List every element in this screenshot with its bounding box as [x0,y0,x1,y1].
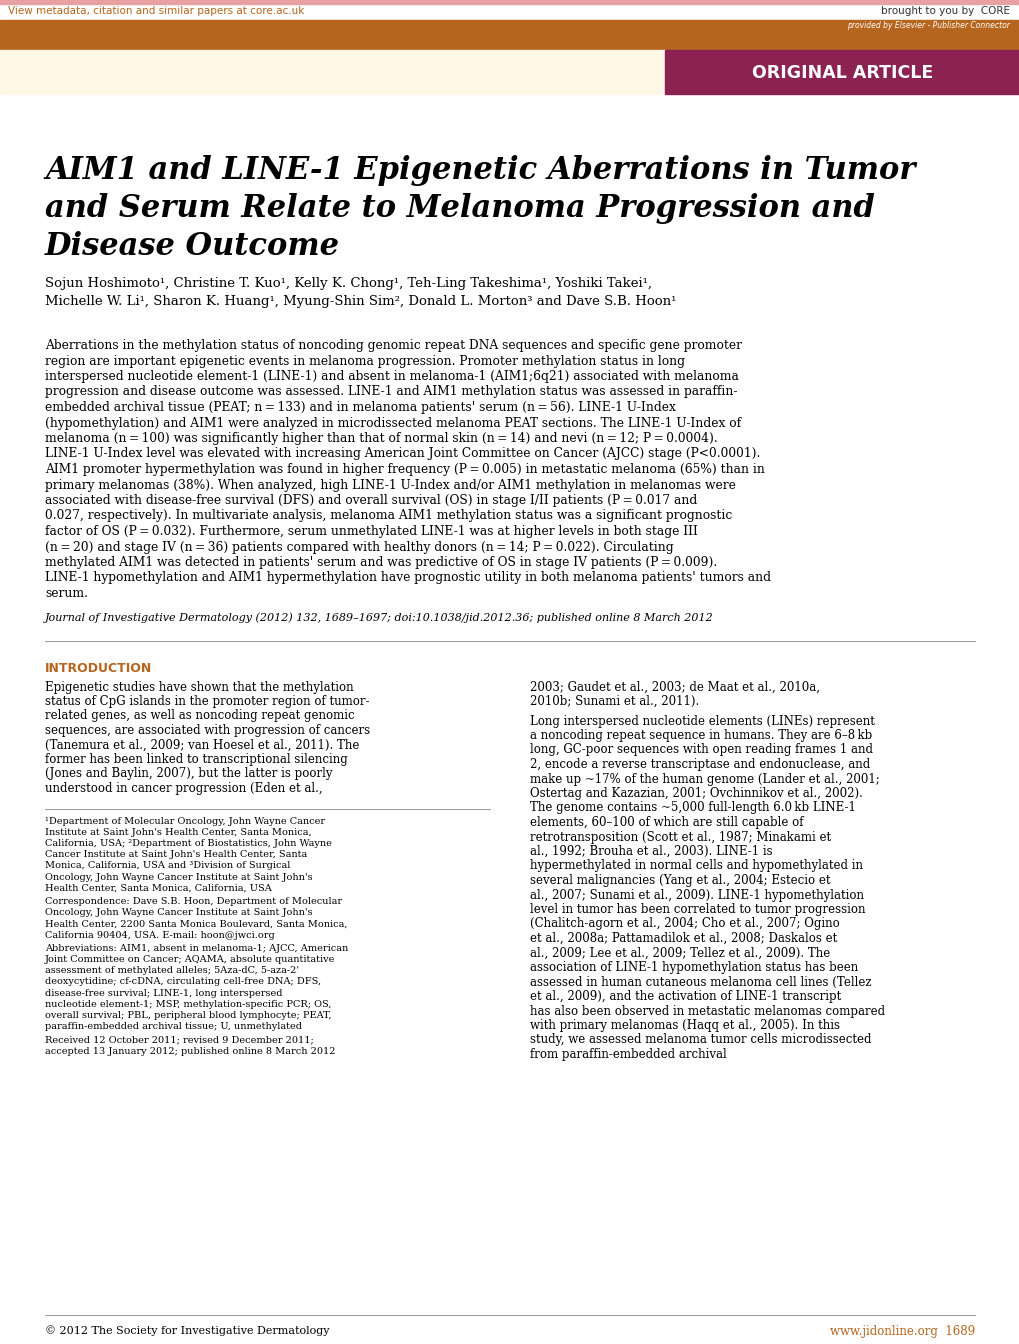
Text: Epigenetic studies have shown that the methylation: Epigenetic studies have shown that the m… [45,680,354,694]
Text: (n = 20) and stage IV (n = 36) patients compared with healthy donors (n = 14; P : (n = 20) and stage IV (n = 36) patients … [45,540,673,554]
Text: accepted 13 January 2012; published online 8 March 2012: accepted 13 January 2012; published onli… [45,1047,335,1055]
Text: Michelle W. Li¹, Sharon K. Huang¹, Myung-Shin Sim², Donald L. Morton³ and Dave S: Michelle W. Li¹, Sharon K. Huang¹, Myung… [45,294,676,308]
Text: provided by Elsevier - Publisher Connector: provided by Elsevier - Publisher Connect… [847,20,1009,30]
Text: © 2012 The Society for Investigative Dermatology: © 2012 The Society for Investigative Der… [45,1325,329,1336]
Text: serum.: serum. [45,587,88,599]
Text: make up ~17% of the human genome (Lander et al., 2001;: make up ~17% of the human genome (Lander… [530,773,878,785]
Text: Ostertag and Kazazian, 2001; Ovchinnikov et al., 2002).: Ostertag and Kazazian, 2001; Ovchinnikov… [530,788,862,800]
Text: assessment of methylated alleles; 5Aza-dC, 5-aza-2': assessment of methylated alleles; 5Aza-d… [45,966,299,976]
Text: and Serum Relate to Melanoma Progression and: and Serum Relate to Melanoma Progression… [45,194,874,224]
Text: long, GC-poor sequences with open reading frames 1 and: long, GC-poor sequences with open readin… [530,743,872,757]
Text: Health Center, 2200 Santa Monica Boulevard, Santa Monica,: Health Center, 2200 Santa Monica Bouleva… [45,919,347,929]
Text: paraffin-embedded archival tissue; U, unmethylated: paraffin-embedded archival tissue; U, un… [45,1021,302,1031]
Text: progression and disease outcome was assessed. LINE-1 and AIM1 methylation status: progression and disease outcome was asse… [45,386,737,399]
Text: factor of OS (P = 0.032). Furthermore, serum unmethylated LINE-1 was at higher l: factor of OS (P = 0.032). Furthermore, s… [45,526,697,538]
Text: Correspondence: Dave S.B. Hoon, Department of Molecular: Correspondence: Dave S.B. Hoon, Departme… [45,896,341,906]
Bar [664,50,1019,94]
Text: interspersed nucleotide element-1 (LINE-1) and absent in melanoma-1 (AIM1;6q21) : interspersed nucleotide element-1 (LINE-… [45,370,738,383]
Text: Long interspersed nucleotide elements (LINEs) represent: Long interspersed nucleotide elements (L… [530,715,874,727]
Text: former has been linked to transcriptional silencing: former has been linked to transcriptiona… [45,753,347,766]
Text: (Tanemura et al., 2009; van Hoesel et al., 2011). The: (Tanemura et al., 2009; van Hoesel et al… [45,738,359,751]
Text: region are important epigenetic events in melanoma progression. Promoter methyla: region are important epigenetic events i… [45,355,685,367]
Text: Health Center, Santa Monica, California, USA: Health Center, Santa Monica, California,… [45,884,271,892]
Text: et al., 2009), and the activation of LINE-1 transcript: et al., 2009), and the activation of LIN… [530,991,841,1003]
Text: association of LINE-1 hypomethylation status has been: association of LINE-1 hypomethylation st… [530,961,857,974]
Text: overall survival; PBL, peripheral blood lymphocyte; PEAT,: overall survival; PBL, peripheral blood … [45,1011,331,1020]
Text: 0.027, respectively). In multivariate analysis, melanoma AIM1 methylation status: 0.027, respectively). In multivariate an… [45,509,732,523]
Text: related genes, as well as noncoding repeat genomic: related genes, as well as noncoding repe… [45,710,355,723]
Text: nucleotide element-1; MSP, methylation-specific PCR; OS,: nucleotide element-1; MSP, methylation-s… [45,1000,331,1009]
Text: al., 2007; Sunami et al., 2009). LINE-1 hypomethylation: al., 2007; Sunami et al., 2009). LINE-1 … [530,888,863,902]
Bar [0,50,664,94]
Text: (Chalitch-agorn et al., 2004; Cho et al., 2007; Ogino: (Chalitch-agorn et al., 2004; Cho et al.… [530,918,839,930]
Text: ORIGINAL ARTICLE: ORIGINAL ARTICLE [752,65,932,82]
Text: 2003; Gaudet et al., 2003; de Maat et al., 2010a,: 2003; Gaudet et al., 2003; de Maat et al… [530,680,819,694]
Text: ¹Department of Molecular Oncology, John Wayne Cancer: ¹Department of Molecular Oncology, John … [45,817,325,825]
Text: 2, encode a reverse transcriptase and endonuclease, and: 2, encode a reverse transcriptase and en… [530,758,869,771]
Text: Sojun Hoshimoto¹, Christine T. Kuo¹, Kelly K. Chong¹, Teh-Ling Takeshima¹, Yoshi: Sojun Hoshimoto¹, Christine T. Kuo¹, Kel… [45,277,651,290]
Text: INTRODUCTION: INTRODUCTION [45,663,152,676]
Text: assessed in human cutaneous melanoma cell lines (Tellez: assessed in human cutaneous melanoma cel… [530,976,870,988]
Text: View metadata, citation and similar papers at core.ac.uk: View metadata, citation and similar pape… [8,5,304,16]
Text: Oncology, John Wayne Cancer Institute at Saint John's: Oncology, John Wayne Cancer Institute at… [45,872,312,882]
Text: hypermethylated in normal cells and hypomethylated in: hypermethylated in normal cells and hypo… [530,860,862,872]
Text: LINE-1 U-Index level was elevated with increasing American Joint Committee on Ca: LINE-1 U-Index level was elevated with i… [45,448,759,461]
Text: from paraffin-embedded archival: from paraffin-embedded archival [530,1048,726,1060]
Text: Journal of Investigative Dermatology (2012) 132, 1689–1697; doi:10.1038/jid.2012: Journal of Investigative Dermatology (20… [45,613,713,624]
Text: retrotransposition (Scott et al., 1987; Minakami et: retrotransposition (Scott et al., 1987; … [530,831,830,844]
Text: several malignancies (Yang et al., 2004; Estecio et: several malignancies (Yang et al., 2004;… [530,874,829,887]
Text: The genome contains ~5,000 full-length 6.0 kb LINE-1: The genome contains ~5,000 full-length 6… [530,801,855,814]
Text: (Jones and Baylin, 2007), but the latter is poorly: (Jones and Baylin, 2007), but the latter… [45,767,332,781]
Text: has also been observed in metastatic melanomas compared: has also been observed in metastatic mel… [530,1004,884,1017]
Text: California, USA; ²Department of Biostatistics, John Wayne: California, USA; ²Department of Biostati… [45,839,331,848]
Text: elements, 60–100 of which are still capable of: elements, 60–100 of which are still capa… [530,816,803,829]
Text: level in tumor has been correlated to tumor progression: level in tumor has been correlated to tu… [530,903,865,917]
Text: al., 2009; Lee et al., 2009; Tellez et al., 2009). The: al., 2009; Lee et al., 2009; Tellez et a… [530,946,829,960]
Text: LINE-1 hypomethylation and AIM1 hypermethylation have prognostic utility in both: LINE-1 hypomethylation and AIM1 hypermet… [45,571,770,585]
Text: Monica, California, USA and ³Division of Surgical: Monica, California, USA and ³Division of… [45,862,290,871]
Text: Received 12 October 2011; revised 9 December 2011;: Received 12 October 2011; revised 9 Dece… [45,1035,314,1044]
Text: al., 1992; Brouha et al., 2003). LINE-1 is: al., 1992; Brouha et al., 2003). LINE-1 … [530,845,771,857]
Text: www.jidonline.org  1689: www.jidonline.org 1689 [829,1325,974,1339]
Text: Abbreviations: AIM1, absent in melanoma-1; AJCC, American: Abbreviations: AIM1, absent in melanoma-… [45,943,347,953]
Text: associated with disease-free survival (DFS) and overall survival (OS) in stage I: associated with disease-free survival (D… [45,495,697,507]
Text: with primary melanomas (Haqq et al., 2005). In this: with primary melanomas (Haqq et al., 200… [530,1019,840,1032]
Text: et al., 2008a; Pattamadilok et al., 2008; Daskalos et: et al., 2008a; Pattamadilok et al., 2008… [530,931,837,945]
Text: primary melanomas (38%). When analyzed, high LINE-1 U-Index and/or AIM1 methylat: primary melanomas (38%). When analyzed, … [45,478,735,492]
Text: methylated AIM1 was detected in patients' serum and was predictive of OS in stag: methylated AIM1 was detected in patients… [45,556,716,569]
Bar [0,20,1019,50]
Text: California 90404, USA. E-mail: hoon@jwci.org: California 90404, USA. E-mail: hoon@jwci… [45,930,274,939]
Text: Disease Outcome: Disease Outcome [45,231,339,262]
Text: Joint Committee on Cancer; AQAMA, absolute quantitative: Joint Committee on Cancer; AQAMA, absolu… [45,954,335,964]
Text: disease-free survival; LINE-1, long interspersed: disease-free survival; LINE-1, long inte… [45,988,282,997]
Text: deoxycytidine; cf-cDNA, circulating cell-free DNA; DFS,: deoxycytidine; cf-cDNA, circulating cell… [45,977,321,986]
Bar [0,0,1019,4]
Text: AIM1 promoter hypermethylation was found in higher frequency (P = 0.005) in meta: AIM1 promoter hypermethylation was found… [45,462,764,476]
Text: Aberrations in the methylation status of noncoding genomic repeat DNA sequences : Aberrations in the methylation status of… [45,339,741,352]
Text: Oncology, John Wayne Cancer Institute at Saint John's: Oncology, John Wayne Cancer Institute at… [45,909,312,917]
Text: sequences, are associated with progression of cancers: sequences, are associated with progressi… [45,724,370,737]
Text: a noncoding repeat sequence in humans. They are 6–8 kb: a noncoding repeat sequence in humans. T… [530,728,871,742]
Text: 2010b; Sunami et al., 2011).: 2010b; Sunami et al., 2011). [530,695,699,708]
Text: status of CpG islands in the promoter region of tumor-: status of CpG islands in the promoter re… [45,695,369,708]
Text: AIM1 and LINE-1 Epigenetic Aberrations in Tumor: AIM1 and LINE-1 Epigenetic Aberrations i… [45,155,915,185]
Text: understood in cancer progression (Eden et al.,: understood in cancer progression (Eden e… [45,782,322,796]
Text: brought to you by  CORE: brought to you by CORE [880,5,1009,16]
Text: Cancer Institute at Saint John's Health Center, Santa: Cancer Institute at Saint John's Health … [45,851,307,859]
Text: (hypomethylation) and AIM1 were analyzed in microdissected melanoma PEAT section: (hypomethylation) and AIM1 were analyzed… [45,417,741,430]
Text: Institute at Saint John's Health Center, Santa Monica,: Institute at Saint John's Health Center,… [45,828,312,837]
Text: embedded archival tissue (PEAT; n = 133) and in melanoma patients' serum (n = 56: embedded archival tissue (PEAT; n = 133)… [45,401,676,414]
Text: melanoma (n = 100) was significantly higher than that of normal skin (n = 14) an: melanoma (n = 100) was significantly hig… [45,431,717,445]
Text: study, we assessed melanoma tumor cells microdissected: study, we assessed melanoma tumor cells … [530,1034,870,1047]
